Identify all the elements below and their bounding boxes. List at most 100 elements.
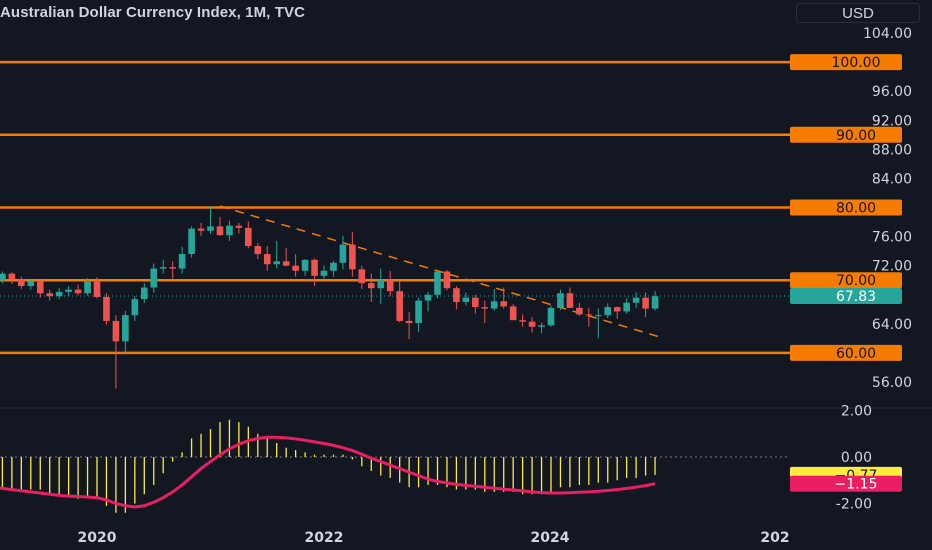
level-tag-bg bbox=[790, 199, 902, 216]
candle-body bbox=[320, 270, 328, 276]
time-axis-label: 2022 bbox=[305, 530, 344, 546]
candle-body bbox=[396, 291, 403, 321]
indicator-axis[interactable]: 2.00 0.00 -2.00 bbox=[836, 404, 872, 513]
currency-button[interactable]: USD bbox=[796, 3, 920, 23]
candle-body bbox=[443, 271, 451, 289]
candle-body bbox=[377, 280, 385, 289]
level-tag: 90.00 bbox=[836, 128, 876, 144]
candle-body bbox=[93, 281, 101, 297]
candle-body bbox=[103, 296, 110, 321]
candle-body bbox=[566, 293, 574, 308]
candle-body bbox=[330, 262, 337, 271]
candle-body bbox=[367, 283, 375, 289]
candle-body bbox=[197, 228, 205, 231]
price-axis-label: 92.00 bbox=[872, 113, 912, 129]
candle-body bbox=[490, 301, 498, 309]
chart-title: Australian Dollar Currency Index, 1M, TV… bbox=[0, 4, 306, 21]
candle-body bbox=[500, 301, 508, 307]
price-axis-label: 72.00 bbox=[872, 259, 912, 275]
price-axis-tags: 100.0090.0080.0070.0060.0067.83−0.77−1.1… bbox=[790, 54, 902, 493]
level-tag: 60.00 bbox=[836, 346, 876, 362]
candle-body bbox=[604, 307, 612, 316]
price-axis-label: 96.00 bbox=[872, 84, 912, 100]
candle-body bbox=[472, 297, 479, 308]
candle-body bbox=[159, 267, 167, 269]
candle-body bbox=[623, 302, 630, 312]
candle-body bbox=[547, 307, 555, 326]
candle-body bbox=[453, 288, 460, 303]
level-tag: 100.00 bbox=[832, 55, 881, 71]
candle-body bbox=[386, 280, 394, 292]
candle-body bbox=[538, 325, 545, 327]
level-tag-bg bbox=[790, 272, 902, 289]
price-axis-label: 64.00 bbox=[872, 317, 912, 333]
candle-body bbox=[55, 291, 63, 297]
indicator-axis-label: -2.00 bbox=[836, 497, 872, 513]
candle-body bbox=[226, 225, 233, 236]
candle-body bbox=[273, 261, 281, 265]
level-tag: 80.00 bbox=[836, 201, 876, 217]
last-price-tag: 67.83 bbox=[836, 289, 876, 305]
candle-body bbox=[0, 273, 6, 281]
candle-body bbox=[557, 293, 564, 308]
price-axis-label: 56.00 bbox=[872, 375, 912, 391]
price-axis-label: 76.00 bbox=[872, 230, 912, 246]
candle-body bbox=[613, 307, 621, 312]
candle-body bbox=[235, 225, 243, 228]
price-axis-label: 88.00 bbox=[872, 142, 912, 158]
time-axis-label: 2020 bbox=[78, 530, 117, 546]
candle-body bbox=[245, 227, 252, 247]
candle-body bbox=[150, 268, 158, 288]
price-axis[interactable]: 104.00 96.00 92.00 88.00 84.00 76.00 72.00 64.0… bbox=[863, 26, 912, 391]
candle-body bbox=[46, 293, 54, 297]
indicator-axis-label: 0.00 bbox=[841, 450, 872, 466]
candle-body bbox=[254, 246, 262, 255]
candle-body bbox=[349, 244, 356, 270]
candle-body bbox=[462, 297, 470, 303]
candle-body bbox=[339, 244, 347, 263]
candle-body bbox=[434, 271, 441, 295]
time-axis-label: 202 bbox=[760, 530, 789, 546]
time-axis[interactable]: 2020 2022 2024 202 bbox=[78, 530, 790, 546]
candle-body bbox=[509, 306, 517, 321]
candle-body bbox=[112, 320, 120, 342]
candle-body bbox=[576, 307, 583, 315]
level-tag-bg bbox=[790, 126, 902, 143]
candle-body bbox=[207, 226, 214, 231]
candle-body bbox=[311, 259, 318, 276]
candle-body bbox=[282, 261, 290, 266]
level-tag: 70.00 bbox=[836, 273, 876, 289]
time-axis-label: 2024 bbox=[531, 530, 570, 546]
candle-body bbox=[528, 321, 536, 327]
candlestick-series bbox=[0, 206, 659, 389]
candle-body bbox=[358, 269, 366, 284]
candle-body bbox=[27, 280, 35, 287]
candle-body bbox=[651, 296, 659, 309]
candle-body bbox=[36, 280, 44, 294]
candle-body bbox=[481, 307, 489, 309]
candle-body bbox=[169, 267, 176, 269]
level-tag-bg bbox=[790, 54, 902, 71]
candle-body bbox=[405, 320, 413, 324]
candle-body bbox=[188, 228, 195, 255]
price-axis-label: 84.00 bbox=[872, 171, 912, 187]
candle-body bbox=[178, 254, 186, 269]
candle-body bbox=[216, 226, 224, 236]
candle-body bbox=[263, 254, 271, 265]
candle-body bbox=[84, 281, 91, 294]
support-resistance-levels bbox=[0, 60, 790, 355]
candle-body bbox=[8, 273, 16, 280]
candle-body bbox=[519, 320, 526, 322]
candle-body bbox=[594, 315, 602, 317]
indicator-axis-label: 2.00 bbox=[841, 404, 872, 420]
candle-body bbox=[415, 300, 422, 324]
trendline-segment bbox=[219, 205, 665, 340]
signal-value-tag: −1.15 bbox=[835, 477, 878, 493]
last-price-tag-bg bbox=[790, 287, 902, 304]
level-tag-bg bbox=[790, 344, 902, 361]
signal-value-tag-bg bbox=[790, 475, 902, 492]
candle-body bbox=[642, 297, 649, 309]
candle-body bbox=[122, 315, 129, 342]
candle-body bbox=[424, 294, 432, 301]
